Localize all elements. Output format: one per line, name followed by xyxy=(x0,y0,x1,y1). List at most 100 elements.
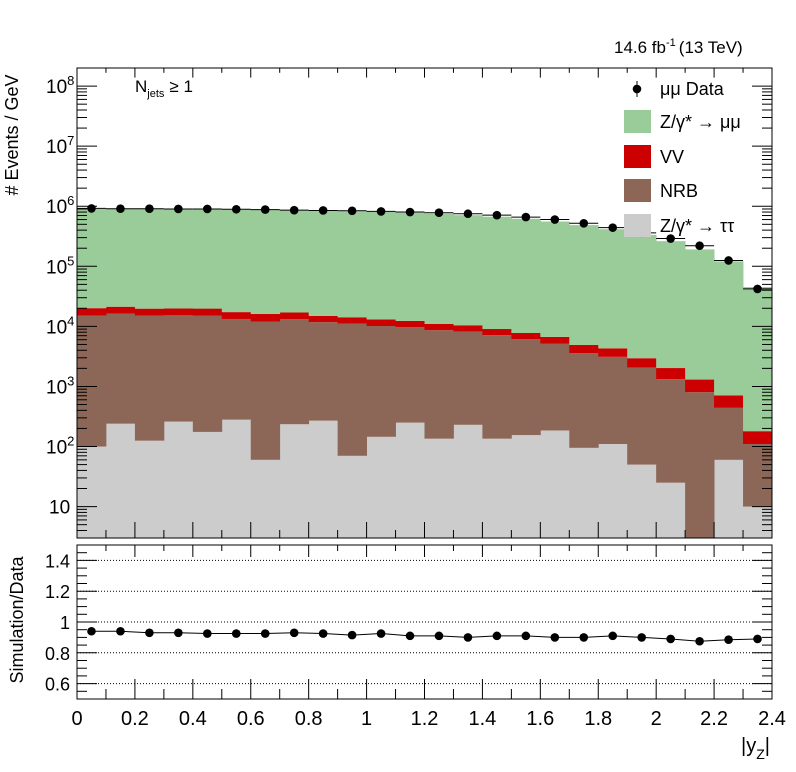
selection-label: Njets ≥ 1 xyxy=(135,77,193,100)
ratio-point xyxy=(550,633,560,642)
bar-nrb xyxy=(714,407,744,460)
bar-nrb xyxy=(453,331,483,425)
ratio-point xyxy=(434,631,444,641)
bar-zmumu xyxy=(482,216,512,330)
ratio-point xyxy=(203,629,212,638)
y-tick-label: 102 xyxy=(46,434,74,459)
bar-ztautau xyxy=(656,482,686,538)
data-point xyxy=(550,215,560,224)
y-tick-label: 108 xyxy=(46,73,74,98)
bar-nrb xyxy=(279,319,310,425)
bar-zmumu xyxy=(540,221,570,337)
bar-zmumu xyxy=(250,209,281,315)
data-point xyxy=(347,206,357,216)
x-tick-label: 1.8 xyxy=(584,708,612,730)
bar-nrb xyxy=(540,343,570,431)
bar-vv xyxy=(192,308,223,316)
bar-vv xyxy=(424,323,454,331)
legend-swatch-zmumu xyxy=(624,110,651,133)
x-tick-label: 1.6 xyxy=(526,708,554,730)
data-point xyxy=(231,204,241,214)
bar-vv xyxy=(453,325,483,332)
ratio-axis-ticks: 0.6 0.8 1 1.2 1.4 0 0.2 0.4 0.6 0.8 1 1.2 1.4 1.6 1.8 2… xyxy=(45,544,786,730)
legend-label: Z/γ* → ττ xyxy=(660,216,734,236)
bar-ztautau xyxy=(279,424,310,538)
x-tick-label: 1 xyxy=(361,708,372,730)
bar-vv xyxy=(308,315,339,323)
bar-zmumu xyxy=(395,212,425,321)
bar-vv xyxy=(627,358,657,368)
x-tick-label: 2.2 xyxy=(700,708,728,730)
bar-zmumu xyxy=(424,213,454,324)
data-point xyxy=(463,209,473,219)
ratio-y-tick-label: 1.2 xyxy=(45,582,70,602)
ratio-plot-area: 0.6 0.8 1 1.2 1.4 0 0.2 0.4 0.6 0.8 1 1.2 1.4 1.6 1.8 2… xyxy=(45,544,786,730)
ratio-y-tick-label: 0.6 xyxy=(45,675,70,695)
data-point xyxy=(145,204,154,213)
x-tick-label: 0.4 xyxy=(179,708,207,730)
bar-ztautau xyxy=(540,430,570,538)
lumi-label: 14.6 fb-1 (13 TeV) xyxy=(614,37,743,57)
bar-vv xyxy=(685,379,715,393)
ratio-point xyxy=(376,629,386,638)
x-tick-label: 2.4 xyxy=(758,708,786,730)
legend-label: Z/γ* → μμ xyxy=(660,112,741,132)
legend-swatch-vv xyxy=(624,145,651,168)
data-point xyxy=(289,205,299,215)
bar-vv xyxy=(279,312,310,320)
bar-zmumu xyxy=(221,209,252,313)
y-tick-label: 103 xyxy=(46,373,74,398)
bar-nrb xyxy=(337,323,367,456)
bar-ztautau xyxy=(77,446,107,538)
bar-zmumu xyxy=(743,287,773,432)
ratio-point xyxy=(405,631,415,641)
bar-nrb xyxy=(308,322,339,421)
data-point xyxy=(608,223,618,232)
bar-nrb xyxy=(627,367,657,465)
bar-vv xyxy=(540,336,570,344)
bar-ztautau xyxy=(366,436,396,538)
data-point xyxy=(203,204,212,214)
bar-nrb xyxy=(482,335,512,439)
bar-vv xyxy=(337,317,367,324)
bar-nrb xyxy=(366,325,396,437)
bar-ztautau xyxy=(714,459,744,538)
bar-vv xyxy=(743,431,773,445)
legend-marker xyxy=(632,84,642,94)
ratio-y-tick-label: 1 xyxy=(60,613,70,633)
x-tick-label: 2 xyxy=(651,708,662,730)
bar-vv xyxy=(395,320,425,328)
bar-zmumu xyxy=(453,215,483,326)
bar-vv xyxy=(77,308,107,316)
bar-ztautau xyxy=(627,464,657,538)
bar-zmumu xyxy=(598,229,628,349)
ratio-point xyxy=(637,633,646,642)
data-point xyxy=(405,207,415,217)
x-tick-label: 1.4 xyxy=(469,708,497,730)
ratio-point xyxy=(579,633,589,642)
main-y-axis-label: # Events / GeV xyxy=(2,74,22,195)
ratio-y-axis-label: Simulation/Data xyxy=(7,555,27,683)
main-axis-ticks: 10 102 103 104 105 106 107 108 xyxy=(46,67,773,539)
bar-ztautau xyxy=(743,506,773,538)
data-point xyxy=(753,284,762,294)
ratio-y-tick-label: 1.4 xyxy=(45,551,70,571)
bar-nrb xyxy=(77,315,107,447)
data-point xyxy=(521,212,531,222)
legend-swatch-ztautau xyxy=(624,214,651,237)
bar-zmumu xyxy=(308,210,339,316)
ratio-point xyxy=(521,631,531,641)
bar-ztautau xyxy=(308,420,339,538)
ratio-point xyxy=(174,628,183,638)
bar-nrb xyxy=(134,315,165,441)
bar-zmumu xyxy=(279,210,310,313)
bar-vv xyxy=(656,368,686,380)
bar-vv xyxy=(250,314,281,322)
ratio-point xyxy=(231,629,241,638)
bar-nrb xyxy=(598,356,628,445)
bar-nrb xyxy=(569,353,599,448)
y-tick-label: 104 xyxy=(46,313,74,338)
bar-ztautau xyxy=(598,444,628,538)
data-point xyxy=(666,234,675,243)
